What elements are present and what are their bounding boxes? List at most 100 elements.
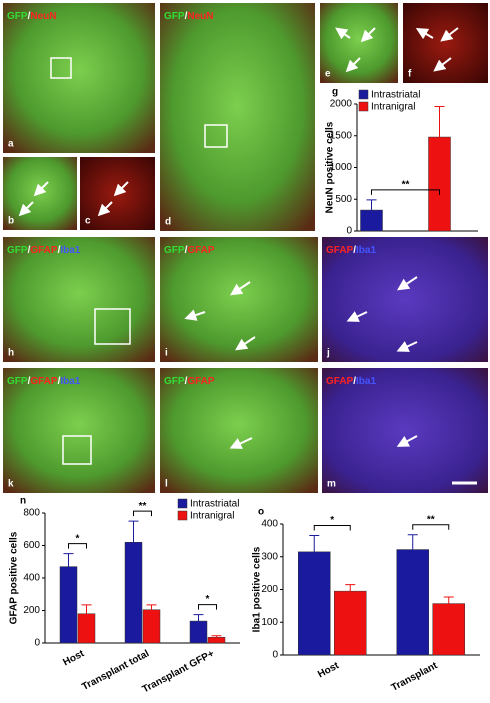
micrograph [3, 3, 155, 153]
micrograph [3, 368, 155, 493]
arrow [396, 435, 418, 447]
panel-label: GFP/NeuN [7, 11, 56, 22]
panel-letter: a [8, 139, 14, 150]
y-tick-label: 600 [23, 540, 40, 551]
error-bar [309, 534, 320, 552]
significance-bracket [198, 604, 217, 610]
y-tick-label: 300 [261, 551, 278, 562]
label-part: GFAP [30, 245, 58, 256]
significance-label: ** [139, 501, 147, 512]
inset-box [94, 308, 131, 345]
arrow [397, 276, 418, 291]
significance-label: * [206, 594, 210, 605]
legend-label: Intrastriatal [190, 499, 239, 510]
error-bar [407, 534, 418, 550]
arrow [18, 201, 34, 217]
significance-bracket [133, 510, 152, 517]
legend-label: Intrastriatal [371, 90, 420, 101]
label-part: GFAP [30, 376, 58, 387]
panel-letter: c [85, 216, 91, 227]
significance-bracket [371, 189, 440, 195]
y-tick-label: 0 [346, 226, 352, 237]
error-bar [345, 584, 356, 592]
label-part: Iba1 [356, 245, 376, 256]
arrow [433, 57, 452, 72]
error-bar [146, 604, 157, 610]
panel-letter: h [8, 348, 14, 359]
y-tick-label: 500 [335, 194, 352, 205]
y-axis-label: Iba1 positive cells [252, 546, 263, 632]
label-part: / [353, 245, 356, 256]
error-bar [211, 635, 222, 638]
y-tick-label: 800 [23, 508, 40, 519]
arrow [396, 341, 418, 352]
legend-swatch [358, 89, 369, 100]
label-part: / [353, 376, 356, 387]
panel-letter: i [165, 348, 168, 359]
y-tick-label: 2000 [330, 99, 353, 110]
panel-letter: o [258, 507, 264, 518]
legend-swatch [177, 498, 188, 509]
micrograph [320, 3, 398, 83]
arrow [335, 27, 351, 40]
micrograph [160, 368, 318, 493]
bar [432, 603, 465, 656]
panel-letter: f [408, 69, 412, 80]
y-tick-label: 200 [261, 584, 278, 595]
y-tick-label: 400 [261, 519, 278, 530]
label-part: / [28, 245, 31, 256]
label-part: NeuN [30, 11, 56, 22]
bar [77, 613, 96, 644]
panel-label: GFP/GFAP/Iba1 [7, 376, 81, 387]
panel-letter: n [20, 496, 26, 507]
inset-box [50, 57, 72, 79]
arrow [184, 309, 206, 321]
panel-letter: k [8, 479, 14, 490]
label-part: Iba1 [356, 376, 376, 387]
arrow [346, 311, 368, 322]
bar [124, 542, 143, 644]
panel-label: GFP/GFAP [164, 245, 215, 256]
bar [207, 637, 226, 644]
micrograph [160, 237, 318, 362]
bar [396, 549, 429, 656]
bar [334, 590, 367, 656]
label-part: / [28, 376, 31, 387]
panel-label: GFAP/Iba1 [326, 376, 376, 387]
arrow [345, 57, 361, 73]
label-part: GFP [164, 376, 185, 387]
arrow [440, 27, 459, 42]
label-part: / [185, 245, 188, 256]
significance-label: ** [402, 180, 410, 191]
error-bar [366, 199, 377, 211]
micrograph [3, 237, 155, 362]
error-bar [81, 604, 92, 614]
label-part: GFP [164, 245, 185, 256]
y-tick-label: 1500 [330, 130, 353, 141]
micrograph [322, 368, 488, 493]
label-part: GFAP [326, 245, 354, 256]
label-part: GFAP [187, 376, 215, 387]
panel-letter: b [8, 216, 14, 227]
error-bar [434, 106, 445, 138]
panel-letter: l [165, 479, 168, 490]
error-bar [63, 553, 74, 567]
arrow [235, 336, 256, 351]
y-tick-label: 1000 [330, 162, 353, 173]
significance-bracket [313, 524, 351, 531]
error-bar [443, 596, 454, 604]
panel-label: GFP/NeuN [164, 11, 213, 22]
bar [298, 551, 331, 656]
label-part: NeuN [187, 11, 213, 22]
label-part: / [58, 245, 61, 256]
panel-label: GFP/GFAP [164, 376, 215, 387]
bar [189, 620, 208, 644]
panel-letter: m [327, 479, 336, 490]
legend-label: Intranigral [190, 511, 234, 522]
label-part: GFP [7, 11, 28, 22]
y-axis-label: GFAP positive cells [9, 531, 20, 624]
panel-label: GFP/GFAP/Iba1 [7, 245, 81, 256]
x-tick-label: Transplant GFP+ [141, 648, 217, 695]
arrow [97, 201, 113, 217]
